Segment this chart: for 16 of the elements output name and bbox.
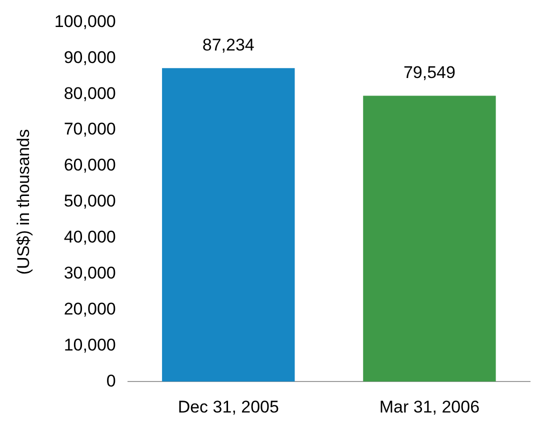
x-tick-label: Dec 31, 2005 — [178, 397, 279, 416]
y-tick-label: 60,000 — [64, 156, 116, 175]
y-tick-label: 0 — [106, 371, 116, 390]
data-label: 79,549 — [403, 62, 456, 82]
y-tick-label: 40,000 — [64, 228, 116, 247]
y-tick-label: 20,000 — [64, 299, 116, 318]
y-tick-label: 70,000 — [64, 120, 116, 139]
y-tick-label: 10,000 — [64, 335, 116, 354]
data-label: 87,234 — [202, 35, 254, 54]
y-axis-title: (US$) in thousands — [14, 129, 33, 275]
y-tick-label: 100,000 — [54, 12, 116, 31]
x-tick-label: Mar 31, 2006 — [379, 397, 480, 416]
y-tick-label: 90,000 — [64, 48, 116, 67]
y-tick-label: 30,000 — [64, 263, 116, 282]
y-tick-label: 50,000 — [64, 192, 116, 211]
y-tick-label: 80,000 — [64, 84, 116, 103]
